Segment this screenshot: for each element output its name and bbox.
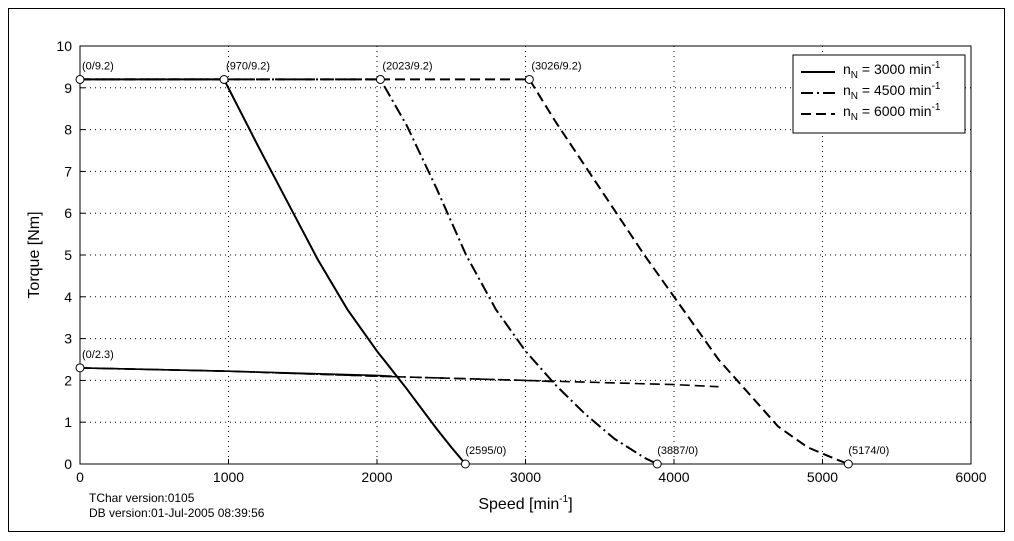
x-tick-label: 1000 xyxy=(213,469,244,485)
point-marker xyxy=(75,74,85,84)
x-tick-label: 5000 xyxy=(807,469,838,485)
series-continuous-4500 xyxy=(79,367,556,383)
point-annotation: (0/2.3) xyxy=(82,349,114,361)
series-peak-3000 xyxy=(80,78,467,465)
point-annotation: (970/9.2) xyxy=(226,60,270,72)
y-tick-label: 6 xyxy=(64,205,72,221)
legend-entry-4500: nN = 4500 min-1 xyxy=(801,81,941,102)
ticks-layer: 0 1000 2000 3000 4000 5000 6000 0 1 2 3 4 5 6 7 8 9 10 xyxy=(56,38,986,485)
point-annotation: (2595/0) xyxy=(465,445,506,457)
markers-layer xyxy=(75,74,853,469)
point-annotation: (0/9.2) xyxy=(82,60,114,72)
legend: nN = 3000 min-1 nN = 4500 min-1 nN = 600… xyxy=(792,54,966,134)
point-annotation: (3887/0) xyxy=(657,445,698,457)
y-tick-label: 8 xyxy=(64,122,72,138)
chart-frame: 0 1000 2000 3000 4000 5000 6000 0 1 2 3 4 5 6 7 8 9 10 (0… xyxy=(8,8,1005,532)
y-tick-label: 3 xyxy=(64,331,72,347)
x-axis-label: Speed [min-1] xyxy=(478,494,572,513)
point-marker xyxy=(460,459,470,469)
legend-box xyxy=(792,54,966,134)
x-tick-label: 0 xyxy=(76,469,84,485)
point-marker xyxy=(652,459,662,469)
point-annotation: (5174/0) xyxy=(848,445,889,457)
legend-entry-3000: nN = 3000 min-1 xyxy=(801,60,941,81)
x-axis-label-main: Speed [min xyxy=(478,496,559,513)
legend-entry-6000: nN = 6000 min-1 xyxy=(801,102,941,123)
legend-label-4500: nN = 4500 min-1 xyxy=(843,81,941,102)
x-axis-label-tail: ] xyxy=(568,496,572,513)
y-tick-label: 1 xyxy=(64,414,72,430)
point-marker xyxy=(375,74,385,84)
legend-label-3000: nN = 3000 min-1 xyxy=(843,60,941,81)
x-tick-label: 2000 xyxy=(361,469,392,485)
x-axis-label-sup: -1 xyxy=(559,494,568,505)
x-tick-label: 4000 xyxy=(658,469,689,485)
point-marker xyxy=(843,459,853,469)
point-annotation: (2023/9.2) xyxy=(382,60,432,72)
point-marker xyxy=(219,74,229,84)
y-axis-label: Torque [Nm] xyxy=(26,211,43,298)
y-tick-label: 9 xyxy=(64,80,72,96)
torque-speed-chart: 0 1000 2000 3000 4000 5000 6000 0 1 2 3 4 5 6 7 8 9 10 (0… xyxy=(26,38,987,513)
x-tick-label: 6000 xyxy=(955,469,986,485)
legend-label-6000: nN = 6000 min-1 xyxy=(843,102,941,123)
y-tick-label: 0 xyxy=(64,456,72,472)
series-peak-4500 xyxy=(80,78,658,465)
series-peak-6000 xyxy=(80,78,849,465)
x-tick-label: 3000 xyxy=(510,469,541,485)
annotations-layer: (0/9.2) (970/9.2) (2023/9.2) (3026/9.2) (0/2… xyxy=(82,60,889,457)
point-marker xyxy=(75,363,85,373)
point-marker xyxy=(524,74,534,84)
db-version-text: DB version:01-Jul-2005 08:39:56 xyxy=(89,506,265,520)
tchar-version-text: TChar version:0105 xyxy=(89,491,195,505)
y-tick-label: 5 xyxy=(64,247,72,263)
series-continuous-6000 xyxy=(79,367,719,388)
y-tick-label: 4 xyxy=(64,289,72,305)
y-tick-label: 7 xyxy=(64,163,72,179)
series-layer xyxy=(79,78,849,465)
point-annotation: (3026/9.2) xyxy=(531,60,581,72)
y-tick-label: 2 xyxy=(64,372,72,388)
y-tick-label: 10 xyxy=(56,38,72,54)
